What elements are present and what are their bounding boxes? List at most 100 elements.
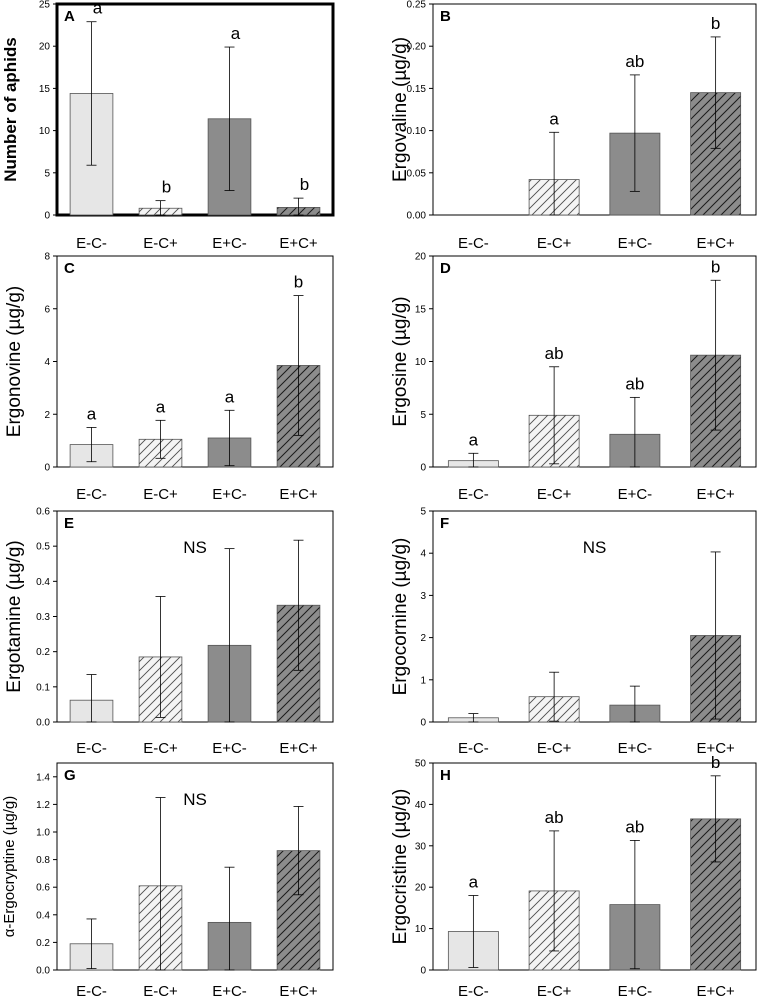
panel-letter: H [440, 767, 451, 784]
significance-label: b [711, 753, 720, 772]
y-tick-label: 0.4 [36, 577, 50, 588]
y-tick-label: 0.2 [36, 938, 50, 949]
panel-letter: B [440, 8, 451, 25]
panel-letter: D [440, 260, 451, 277]
x-category-label: E+C+ [279, 235, 318, 252]
significance-label: a [549, 109, 559, 128]
significance-label: ab [545, 808, 564, 827]
x-category-label: E-C+ [143, 235, 178, 252]
x-category-label: E+C+ [279, 486, 318, 503]
y-tick-label: 0.1 [36, 682, 50, 693]
significance-label: a [156, 397, 166, 416]
y-tick-label: 0 [44, 463, 50, 474]
panel-g: 0.0 0.2 0.4 0.6 0.8 1.0 1.2 1.4 α-Ergocryptine (… [1, 762, 334, 1000]
y-tick-label: 0.25 [407, 0, 427, 11]
y-tick-label: 4 [420, 549, 426, 560]
y-tick-label: 0.5 [36, 542, 50, 553]
ns-annotation: NS [183, 790, 207, 809]
y-tick-label: 0.8 [36, 855, 50, 866]
panel-d: 0 5 10 15 20 Ergosine (µg/g) Da E-C-ab E-C+ ab E+C… [390, 252, 757, 503]
x-category-label: E-C+ [537, 740, 572, 757]
y-tick-label: 6 [44, 304, 50, 315]
panel-f: 0 1 2 3 4 5 Ergocornine (µg/g) F E-C- E-C+ E+C- E+C… [390, 507, 757, 757]
y-axis-label: α-Ergocryptine (µg/g) [1, 796, 18, 938]
x-category-label: E-C+ [143, 740, 178, 757]
x-category-label: E-C- [76, 983, 107, 1000]
x-category-label: E-C+ [537, 235, 572, 252]
panel-letter: E [64, 515, 74, 532]
significance-label: a [93, 0, 103, 18]
x-category-label: E-C+ [143, 983, 178, 1000]
y-tick-label: 0.0 [36, 718, 50, 729]
x-category-label: E+C- [212, 983, 247, 1000]
y-tick-label: 0.6 [36, 883, 50, 894]
x-category-label: E-C+ [537, 486, 572, 503]
y-tick-label: 10 [415, 924, 427, 935]
panel-h: 0 10 20 30 40 50 Ergocristine (µg/g) Ha E-C-ab E-… [390, 753, 757, 1000]
y-tick-label: 0.20 [407, 42, 427, 53]
y-tick-label: 2 [420, 633, 426, 644]
y-tick-label: 25 [39, 0, 51, 11]
significance-label: a [87, 404, 97, 423]
x-category-label: E-C+ [537, 983, 572, 1000]
x-category-label: E+C+ [279, 983, 318, 1000]
y-axis-label: Ergovaline (µg/g) [390, 37, 411, 182]
x-category-label: E-C- [458, 740, 489, 757]
y-tick-label: 20 [39, 42, 51, 53]
y-tick-label: 15 [415, 304, 427, 315]
y-tick-label: 15 [39, 84, 51, 95]
y-tick-label: 20 [415, 883, 427, 894]
significance-label: a [469, 430, 479, 449]
ns-annotation: NS [183, 538, 207, 557]
significance-label: a [225, 387, 235, 406]
plot-frame [432, 510, 757, 723]
y-tick-label: 0 [44, 211, 50, 222]
y-axis-label: Ergocristine (µg/g) [390, 789, 411, 945]
y-tick-label: 1 [420, 675, 426, 686]
y-tick-label: 0.15 [407, 84, 427, 95]
y-tick-label: 2 [44, 410, 50, 421]
y-axis-label: Ergonovine (µg/g) [4, 286, 25, 437]
significance-label: b [294, 273, 303, 292]
panel-b: 0.00 0.05 0.10 0.15 0.20 0.25 Ergovaline (µg/g… [390, 0, 757, 252]
x-category-label: E-C- [458, 983, 489, 1000]
panel-letter: F [440, 515, 449, 532]
y-axis-label: Number of aphids [1, 37, 20, 182]
y-axis-label: Ergocornine (µg/g) [390, 538, 411, 696]
y-tick-label: 30 [415, 841, 427, 852]
y-tick-label: 0 [420, 463, 426, 474]
x-category-label: E+C- [618, 486, 653, 503]
y-axis-label: Ergosine (µg/g) [390, 296, 411, 426]
y-tick-label: 10 [39, 126, 51, 137]
y-tick-label: 40 [415, 800, 427, 811]
x-category-label: E+C- [618, 235, 653, 252]
x-category-label: E+C- [618, 740, 653, 757]
plot-frame [432, 3, 757, 216]
x-category-label: E+C+ [696, 486, 735, 503]
y-tick-label: 0 [420, 718, 426, 729]
x-category-label: E-C- [76, 740, 107, 757]
y-tick-label: 0 [420, 966, 426, 977]
y-tick-label: 3 [420, 591, 426, 602]
significance-label: b [711, 257, 720, 276]
y-tick-label: 1.2 [36, 800, 50, 811]
x-category-label: E+C- [212, 486, 247, 503]
y-tick-label: 0.4 [36, 910, 50, 921]
panel-letter: C [64, 260, 75, 277]
significance-label: b [162, 178, 171, 197]
y-axis-label: Ergotamine (µg/g) [4, 540, 25, 692]
y-tick-label: 50 [415, 759, 427, 770]
x-category-label: E+C+ [696, 235, 735, 252]
significance-label: a [469, 872, 479, 891]
significance-label: a [231, 24, 241, 43]
significance-label: b [711, 14, 720, 33]
x-category-label: E-C- [458, 486, 489, 503]
x-category-label: E+C- [212, 740, 247, 757]
y-tick-label: 20 [415, 252, 427, 263]
x-category-label: E-C+ [143, 486, 178, 503]
plot-frame [56, 762, 334, 971]
y-tick-label: 4 [44, 357, 50, 368]
ns-annotation: NS [583, 538, 607, 557]
x-category-label: E+C+ [696, 983, 735, 1000]
